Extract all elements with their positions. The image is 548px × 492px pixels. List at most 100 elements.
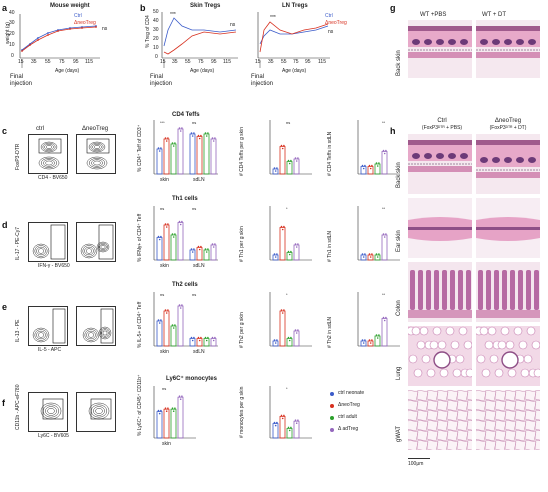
panel-f-flow-xlabel: Ly6C - BV605 xyxy=(38,433,69,439)
flow-contour xyxy=(93,406,105,416)
panel-b-xtick-4: 95 xyxy=(211,59,217,65)
panel-f-flow-ylabel: CD11b - APC-eF780 xyxy=(15,384,21,430)
panel-c-flow-neo xyxy=(76,134,116,174)
panel-e-count-ln-dot xyxy=(362,342,365,344)
crypt xyxy=(510,270,515,310)
panel-b-xtick-0: 15 xyxy=(160,59,166,65)
panel-e-count-ln-dot xyxy=(383,319,386,322)
submucosa xyxy=(476,310,540,318)
flow-contour xyxy=(40,141,58,153)
panel-a-xtick-3: 75 xyxy=(59,59,65,65)
panel-d-bars-dot xyxy=(167,223,169,225)
adipocyte xyxy=(514,429,527,442)
panel-e-bars-dot xyxy=(172,327,175,329)
alveolus xyxy=(429,340,439,350)
panel-letter-g: g xyxy=(390,3,396,13)
hair-follicle xyxy=(504,157,512,163)
flow-contour xyxy=(80,243,98,259)
panel-d-group-ln: sdLN xyxy=(193,263,205,269)
significance-label: ns xyxy=(162,386,166,391)
panel-c-count-ln-dot xyxy=(382,149,385,152)
panel-d-bars-bar xyxy=(210,244,217,261)
flow-contour xyxy=(98,326,112,340)
panel-e-count-ln-label: # Th2 in sdLN xyxy=(327,316,333,348)
crypt xyxy=(534,270,539,310)
dermis xyxy=(476,145,540,167)
hair-follicle xyxy=(460,153,468,159)
panel-h-earskin-neo xyxy=(476,198,540,258)
hair-follicle xyxy=(460,39,468,45)
adipocyte xyxy=(494,429,507,442)
adipocyte xyxy=(484,419,497,432)
panel-d-bars-bar xyxy=(170,234,177,261)
panel-h-gwat-neo xyxy=(476,390,540,450)
bronchiole xyxy=(433,351,451,369)
alveolus xyxy=(450,340,460,350)
panel-c-col-neo: ΔneoTreg xyxy=(82,126,109,132)
legend-swatch-adtreg xyxy=(330,428,334,432)
alveolus xyxy=(513,326,523,336)
panel-a-point-neo xyxy=(81,27,83,29)
flow-contour xyxy=(93,160,101,166)
panel-d-count-ln-dot xyxy=(382,233,385,235)
adipocyte xyxy=(408,390,419,402)
alveolus xyxy=(463,340,472,350)
hair-follicle xyxy=(436,153,444,159)
panel-c-bars-bar xyxy=(170,143,177,175)
flow-gate xyxy=(86,138,110,154)
panel-e-count-ln-bar xyxy=(381,318,388,347)
alveolus xyxy=(432,326,442,336)
panel-c-count-ln-bar xyxy=(381,151,388,175)
panel-c-bars-dot xyxy=(204,132,207,134)
alveolus xyxy=(531,340,540,350)
alveolus xyxy=(445,326,455,336)
panel-d-bars-dot xyxy=(174,233,176,235)
panel-a-title: Mouse weight xyxy=(50,3,90,9)
cartilage xyxy=(408,227,472,230)
panel-d-count-skin-chart: * xyxy=(269,206,312,261)
panel-e-bars-bar xyxy=(177,305,184,347)
adipocyte xyxy=(484,399,497,412)
panel-b-title-ln: LN Tregs xyxy=(282,3,308,9)
epidermis xyxy=(476,26,540,31)
panel-b-ytick-1: 10 xyxy=(153,45,159,51)
significance-label: ns xyxy=(192,292,196,297)
adipocyte xyxy=(436,439,449,450)
panel-e-bars-bar xyxy=(163,310,170,347)
panel-b-xtick-3: 75 xyxy=(198,59,204,65)
panel-d-count-skin-bar xyxy=(293,244,300,261)
panel-d-count-ln-dot xyxy=(385,233,387,235)
panel-f-bars-dot xyxy=(174,407,176,409)
alveolus xyxy=(465,368,472,378)
panel-b-xtick-ln-3: 75 xyxy=(293,59,299,65)
muscle-layer xyxy=(408,52,472,58)
panel-a-ytick-0: 0 xyxy=(11,53,14,59)
alveolus xyxy=(455,354,465,364)
flow-contour xyxy=(86,156,108,170)
panel-e-count-skin-dot xyxy=(290,336,292,339)
flow-contour xyxy=(86,248,92,254)
adipocyte xyxy=(524,429,537,442)
panel-f-flow-neo xyxy=(76,392,116,432)
panel-e-count-skin-bar xyxy=(286,338,293,347)
hair-follicle xyxy=(516,157,524,163)
panel-b-legend-ctrl: Ctrl xyxy=(325,13,333,19)
panel-e-bars-bar xyxy=(189,338,196,347)
panel-a-point-neo xyxy=(21,50,23,52)
flow-contour xyxy=(95,408,103,414)
panel-a-chart xyxy=(19,14,100,68)
alveolus xyxy=(505,340,515,350)
adipocyte xyxy=(446,409,459,422)
flow-gate xyxy=(98,224,114,260)
panel-g-histology-pbs xyxy=(408,20,472,78)
adipocyte xyxy=(524,439,537,450)
alveolus xyxy=(500,326,510,336)
panel-c-flow-ylabel: FoxP3-DTR xyxy=(15,143,21,170)
alveolus xyxy=(476,354,486,364)
panel-b-ytick-5: 50 xyxy=(153,9,159,15)
panel-h-col1: Ctrl xyxy=(437,118,447,124)
panel-c-count-ln-bar xyxy=(360,166,367,175)
panel-c-count-ln-label: # CD4 Teffs in sdLN xyxy=(327,131,333,176)
panel-e-count-skin-dot xyxy=(276,339,278,341)
panel-e-count-skin-bar xyxy=(293,330,300,347)
